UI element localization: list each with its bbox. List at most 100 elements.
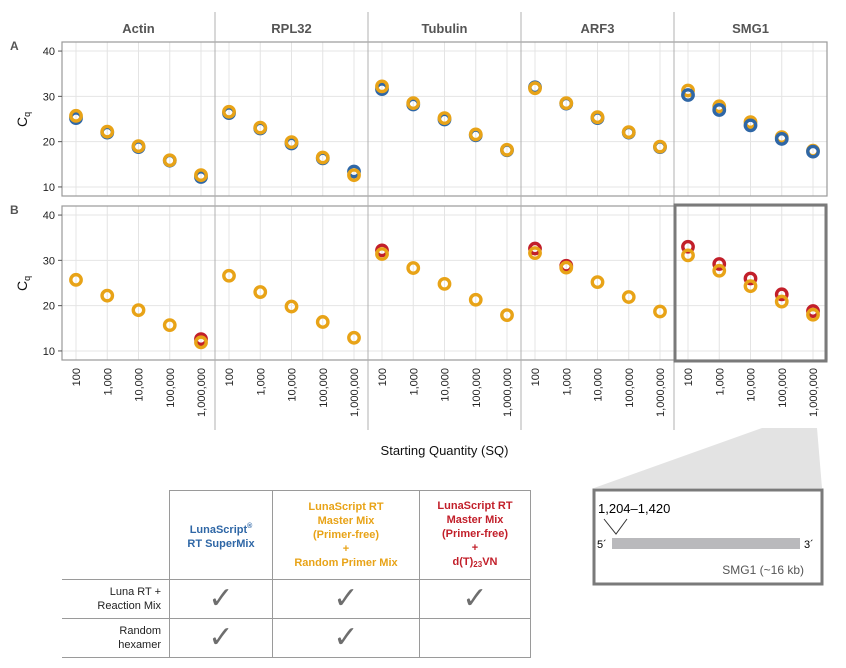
data-point-b-arf3-orange bbox=[590, 275, 605, 289]
checkmark-icon: ✓ bbox=[333, 582, 359, 615]
data-point-a-actin-orange bbox=[131, 139, 146, 154]
data-point-b-actin-orange bbox=[162, 318, 177, 333]
data-point-b-rpl32-orange bbox=[347, 330, 361, 345]
oligo-line-5-sub: 23 bbox=[473, 559, 483, 569]
reagent-legend-table: LunaScript® RT SuperMix LunaScript RT Ma… bbox=[62, 490, 531, 658]
data-point-b-arf3-orange bbox=[528, 246, 542, 261]
check-cell: ✓ bbox=[169, 579, 273, 619]
facet-title-arf3: ARF3 bbox=[581, 21, 615, 36]
supermix-line-2: RT SuperMix bbox=[187, 537, 255, 550]
data-point-a-tubulin-orange bbox=[406, 96, 421, 111]
data-point-a-arf3-orange bbox=[590, 110, 605, 125]
oligo-line-1: LunaScript RT bbox=[437, 499, 513, 512]
data-point-a-tubulin-orange bbox=[437, 111, 452, 125]
data-point-b-rpl32-orange bbox=[284, 299, 299, 314]
y-tick-label: 30 bbox=[43, 255, 55, 267]
row1-label-line-2: Reaction Mix bbox=[97, 600, 161, 612]
oligo-line-2: Master Mix bbox=[446, 513, 504, 526]
y-tick-label: 10 bbox=[43, 182, 55, 194]
check-cell: ✓ bbox=[169, 618, 273, 658]
panel-frame-row-A bbox=[61, 41, 828, 197]
check-cell: ✓ bbox=[419, 579, 531, 619]
data-point-a-smg1-blue bbox=[774, 132, 789, 146]
x-tick-label: 100 bbox=[224, 368, 236, 386]
data-point-a-rpl32-orange bbox=[347, 168, 361, 183]
x-tick-label: 10,000 bbox=[440, 368, 452, 402]
data-point-b-rpl32-orange bbox=[253, 285, 268, 299]
y-tick-label: 10 bbox=[43, 346, 55, 358]
x-tick-label: 100 bbox=[530, 368, 542, 386]
data-point-b-arf3-orange bbox=[621, 290, 636, 304]
oligo-line-5-pre: d(T) bbox=[452, 555, 474, 568]
data-point-b-actin-orange bbox=[100, 288, 115, 303]
x-tick-label: 1,000,000 bbox=[808, 368, 820, 417]
x-tick-label: 1,000,000 bbox=[502, 368, 514, 417]
data-point-b-actin-orange bbox=[194, 335, 208, 350]
x-tick-label: 100,000 bbox=[624, 368, 636, 408]
data-point-b-smg1-orange bbox=[681, 248, 695, 263]
empty-cell bbox=[419, 618, 531, 658]
data-point-b-rpl32-orange bbox=[222, 268, 236, 283]
x-tick-label: 1,000 bbox=[102, 368, 114, 396]
x-axis-title: Starting Quantity (SQ) bbox=[381, 443, 509, 458]
x-tick-label: 100 bbox=[71, 368, 83, 386]
x-tick-label: 1,000,000 bbox=[349, 368, 361, 417]
check-cell: ✓ bbox=[272, 618, 420, 658]
data-point-b-tubulin-orange bbox=[406, 261, 421, 275]
data-point-a-tubulin-orange bbox=[468, 127, 483, 142]
data-point-b-tubulin-orange bbox=[437, 277, 452, 291]
data-point-b-actin-orange bbox=[69, 272, 83, 287]
data-point-a-arf3-orange bbox=[559, 96, 574, 111]
data-point-b-arf3-orange bbox=[559, 260, 574, 275]
data-point-b-arf3-orange bbox=[653, 304, 667, 319]
data-point-a-smg1-blue bbox=[806, 144, 820, 159]
data-point-a-smg1-blue bbox=[712, 103, 727, 117]
facet-title-tubulin: Tubulin bbox=[422, 21, 468, 36]
data-point-a-smg1-blue bbox=[681, 88, 695, 102]
gene-bar bbox=[612, 538, 800, 549]
checkmark-icon: ✓ bbox=[462, 582, 488, 615]
x-tick-label: 10,000 bbox=[287, 368, 299, 402]
legend-header-row: LunaScript® RT SuperMix LunaScript RT Ma… bbox=[62, 490, 531, 580]
x-tick-label: 10,000 bbox=[746, 368, 758, 402]
data-point-b-smg1-orange bbox=[806, 307, 820, 322]
data-point-b-smg1-orange bbox=[743, 279, 758, 294]
data-point-a-rpl32-orange bbox=[253, 120, 268, 135]
y-tick-label: 30 bbox=[43, 91, 55, 103]
callout-wedge bbox=[594, 428, 822, 488]
x-tick-label: 100,000 bbox=[471, 368, 483, 408]
row-label-B: B bbox=[10, 203, 19, 217]
random-line-3: (Primer-free) bbox=[312, 529, 380, 541]
data-point-b-smg1-red bbox=[712, 257, 727, 271]
supermix-line-1: LunaScript bbox=[189, 523, 248, 536]
y-axis-title: Cq bbox=[14, 276, 32, 291]
data-point-b-tubulin-orange bbox=[500, 308, 514, 323]
data-point-a-actin-orange bbox=[69, 108, 83, 123]
highlight-box bbox=[673, 203, 828, 363]
five-prime-label: 5´ bbox=[597, 539, 607, 551]
facet-strip bbox=[368, 12, 521, 42]
data-point-a-tubulin-orange bbox=[500, 142, 514, 157]
facet-title-rpl32: RPL32 bbox=[271, 21, 311, 36]
checkmark-icon: ✓ bbox=[208, 582, 234, 615]
data-point-a-actin-orange bbox=[100, 124, 115, 139]
x-tick-label: 1,000 bbox=[714, 368, 726, 396]
oligo-line-5-post: VN bbox=[482, 555, 498, 568]
legend-row-label: Luna RT + Reaction Mix bbox=[62, 579, 170, 619]
data-point-a-actin-orange bbox=[162, 153, 177, 168]
row2-label-line-1: Random bbox=[119, 625, 161, 637]
data-point-b-actin-orange bbox=[131, 303, 146, 318]
x-tick-label: 100,000 bbox=[318, 368, 330, 408]
gene-diagram-box bbox=[592, 488, 824, 586]
data-point-a-rpl32-orange bbox=[315, 150, 330, 165]
checkmark-icon: ✓ bbox=[333, 621, 359, 654]
random-line-5: Random Primer Mix bbox=[294, 557, 398, 569]
x-tick-label: 1,000 bbox=[255, 368, 267, 396]
three-prime-label: 3´ bbox=[804, 539, 814, 551]
data-point-b-smg1-orange bbox=[774, 294, 789, 309]
legend-row-random-hexamer: Random hexamer ✓ ✓ bbox=[62, 618, 531, 658]
legend-col-random-primer: LunaScript RT Master Mix (Primer-free) +… bbox=[272, 490, 420, 580]
y-axis-title: Cq bbox=[14, 112, 32, 127]
y-tick-label: 40 bbox=[43, 210, 55, 222]
